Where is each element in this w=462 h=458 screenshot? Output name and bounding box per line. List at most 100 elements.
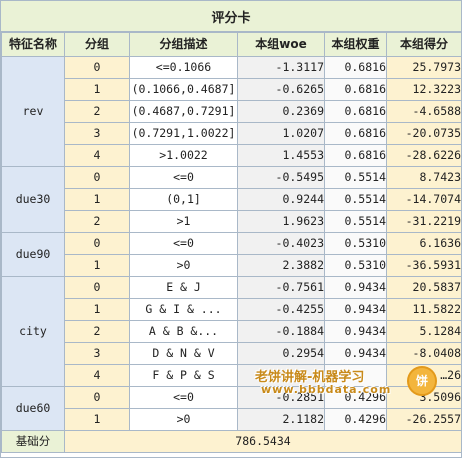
group-cell: 1: [64, 408, 130, 431]
feature-name-cell: due90: [1, 232, 65, 277]
weight-cell: 0.6816: [324, 144, 387, 167]
table-row: due60 0 <=0 -0.2851 0.4296 3.5096: [1, 386, 462, 431]
scorecard-table: 特征名称 分组 分组描述 本组woe 本组权重 本组得分 rev 0 <=0.1…: [1, 32, 462, 453]
woe-cell: -0.4023: [237, 232, 325, 255]
header-score: 本组得分: [386, 32, 462, 57]
weight-cell: [324, 364, 387, 387]
weight-cell: 0.5514: [324, 166, 387, 189]
group-cell: 2: [64, 100, 130, 123]
woe-cell: 2.3882: [237, 254, 325, 277]
weight-cell: 0.6816: [324, 56, 387, 79]
group-cell: 0: [64, 276, 130, 299]
table-row: 1 >0 2.1182 0.4296 -26.2557: [2, 408, 462, 431]
score-cell: 12.3223: [386, 78, 462, 101]
feature-name-cell: city: [1, 276, 65, 387]
group-desc-cell: <=0: [129, 386, 238, 409]
score-cell: 8.7423: [386, 166, 462, 189]
group-desc-cell: (0.7291,1.0022]: [129, 122, 238, 145]
woe-cell: 1.9623: [237, 210, 325, 233]
score-cell: 25.7973: [386, 56, 462, 79]
weight-cell: 0.6816: [324, 78, 387, 101]
weight-cell: 0.5310: [324, 254, 387, 277]
group-cell: 1: [64, 188, 130, 211]
group-cell: 0: [64, 166, 130, 189]
score-cell: -14.7074: [386, 188, 462, 211]
group-cell: 2: [64, 320, 130, 343]
group-cell: 1: [64, 254, 130, 277]
group-desc-cell: A & B &...: [129, 320, 238, 343]
weight-cell: 0.9434: [324, 276, 387, 299]
table-row: 4 >1.0022 1.4553 0.6816 -28.6226: [2, 144, 462, 167]
header-group-desc: 分组描述: [129, 32, 238, 57]
header-row: 特征名称 分组 分组描述 本组woe 本组权重 本组得分: [1, 32, 462, 57]
table-row: 1 (0,1] 0.9244 0.5514 -14.7074: [2, 188, 462, 211]
group-cell: 1: [64, 78, 130, 101]
group-cell: 0: [64, 386, 130, 409]
woe-cell: [237, 364, 325, 387]
score-cell: -36.5931: [386, 254, 462, 277]
header-feature-name: 特征名称: [1, 32, 65, 57]
group-cell: 0: [64, 56, 130, 79]
group-cell: 4: [64, 144, 130, 167]
group-cell: 3: [64, 122, 130, 145]
table-row: 1 (0.1066,0.4687] -0.6265 0.6816 12.3223: [2, 78, 462, 101]
woe-cell: -0.7561: [237, 276, 325, 299]
table-row: 2 >1 1.9623 0.5514 -31.2219: [2, 210, 462, 233]
header-weight: 本组权重: [324, 32, 387, 57]
table-row: 4 F & P & S …26: [2, 364, 462, 387]
group-desc-cell: >0: [129, 254, 238, 277]
group-desc-cell: (0.4687,0.7291]: [129, 100, 238, 123]
score-cell: …26: [386, 364, 462, 387]
table-row: 2 (0.4687,0.7291] 0.2369 0.6816 -4.6588: [2, 100, 462, 123]
score-cell: 6.1636: [386, 232, 462, 255]
group-desc-cell: (0,1]: [129, 188, 238, 211]
score-cell: 20.5837: [386, 276, 462, 299]
score-cell: -4.6588: [386, 100, 462, 123]
score-cell: -8.0408: [386, 342, 462, 365]
woe-cell: 2.1182: [237, 408, 325, 431]
group-desc-cell: <=0.1066: [129, 56, 238, 79]
weight-cell: 0.6816: [324, 122, 387, 145]
table-row: 3 (0.7291,1.0022] 1.0207 0.6816 -20.0735: [2, 122, 462, 145]
table-row: city 0 E & J -0.7561 0.9434 20.5837: [1, 276, 462, 387]
weight-cell: 0.9434: [324, 320, 387, 343]
base-score-label: 基础分: [1, 430, 65, 453]
table-row: 1 >0 2.3882 0.5310 -36.5931: [2, 254, 462, 277]
weight-cell: 0.4296: [324, 408, 387, 431]
woe-cell: -0.1884: [237, 320, 325, 343]
weight-cell: 0.5514: [324, 188, 387, 211]
weight-cell: 0.4296: [324, 386, 387, 409]
feature-name-cell: due60: [1, 386, 65, 431]
table-row: rev 0 <=0.1066 -1.3117 0.6816 25.7973: [1, 56, 462, 167]
group-desc-cell: >0: [129, 408, 238, 431]
woe-cell: 1.0207: [237, 122, 325, 145]
score-cell: -26.2557: [386, 408, 462, 431]
woe-cell: -0.4255: [237, 298, 325, 321]
scorecard-title: 评分卡: [1, 1, 461, 32]
score-cell: -20.0735: [386, 122, 462, 145]
woe-cell: 0.2369: [237, 100, 325, 123]
score-cell: 11.5822: [386, 298, 462, 321]
group-desc-cell: G & I & ...: [129, 298, 238, 321]
woe-cell: 1.4553: [237, 144, 325, 167]
woe-cell: 0.2954: [237, 342, 325, 365]
group-desc-cell: F & P & S: [129, 364, 238, 387]
table-row: due90 0 <=0 -0.4023 0.5310 6.1636: [1, 232, 462, 277]
base-score-row: 基础分 786.5434: [1, 430, 462, 453]
group-cell: 1: [64, 298, 130, 321]
table-row: due30 0 <=0 -0.5495 0.5514 8.7423: [1, 166, 462, 233]
scorecard-body: rev 0 <=0.1066 -1.3117 0.6816 25.7973 1 …: [1, 56, 462, 453]
woe-cell: -0.2851: [237, 386, 325, 409]
table-row: 1 G & I & ... -0.4255 0.9434 11.5822: [2, 298, 462, 321]
weight-cell: 0.5310: [324, 232, 387, 255]
group-desc-cell: >1: [129, 210, 238, 233]
feature-name-cell: due30: [1, 166, 65, 233]
table-row: 3 D & N & V 0.2954 0.9434 -8.0408: [2, 342, 462, 365]
table-row: 2 A & B &... -0.1884 0.9434 5.1284: [2, 320, 462, 343]
group-cell: 4: [64, 364, 130, 387]
woe-cell: 0.9244: [237, 188, 325, 211]
group-desc-cell: E & J: [129, 276, 238, 299]
group-desc-cell: >1.0022: [129, 144, 238, 167]
woe-cell: -0.6265: [237, 78, 325, 101]
